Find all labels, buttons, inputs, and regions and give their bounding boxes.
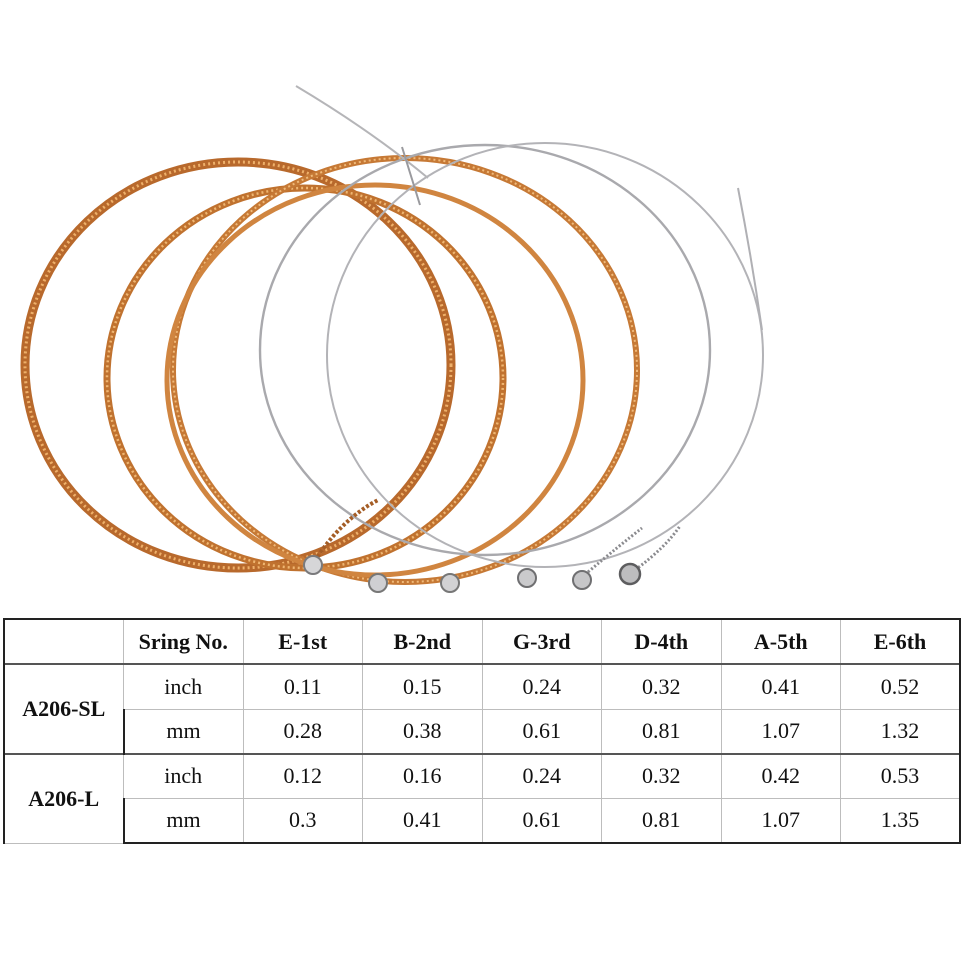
header-cell: E-6th: [840, 617, 961, 665]
header-cell: A-5th: [720, 617, 841, 665]
value-cell: 0.24: [481, 663, 602, 710]
string-spec-table: Sring No. E-1st B-2nd G-3rd D-4th A-5th …: [3, 617, 961, 844]
string-end-right: [737, 187, 763, 331]
value-cell: 0.81: [601, 797, 722, 844]
header-cell: D-4th: [601, 617, 722, 665]
value-cell: 0.28: [242, 708, 363, 755]
value-cell: 0.16: [362, 752, 483, 799]
header-cell: G-3rd: [481, 617, 602, 665]
value-cell: 1.07: [720, 708, 841, 755]
value-cell: 0.32: [601, 663, 722, 710]
model-name: A206-L: [3, 752, 124, 844]
value-cell: 1.35: [840, 797, 961, 844]
value-cell: 1.32: [840, 708, 961, 755]
header-empty-cell: [3, 617, 124, 665]
ball-end-1: [303, 555, 323, 575]
string-end-top: [295, 85, 429, 179]
header-cell: E-1st: [242, 617, 363, 665]
unit-cell: inch: [123, 752, 244, 799]
ball-end-4: [517, 568, 537, 588]
header-cell: Sring No.: [123, 617, 244, 665]
ball-end-5: [572, 570, 592, 590]
value-cell: 0.61: [481, 708, 602, 755]
value-cell: 0.41: [362, 797, 483, 844]
string-coil-e1: [326, 142, 764, 568]
value-cell: 0.52: [840, 663, 961, 710]
value-cell: 0.41: [720, 663, 841, 710]
value-cell: 0.61: [481, 797, 602, 844]
table-header-row: Sring No. E-1st B-2nd G-3rd D-4th A-5th …: [3, 617, 961, 665]
value-cell: 0.53: [840, 752, 961, 799]
string-coil-a5-highlight: [105, 186, 505, 570]
ball-ends: [303, 555, 642, 593]
ball-end-3: [440, 573, 460, 593]
table-row: mm 0.28 0.38 0.61 0.81 1.07 1.32: [4, 708, 961, 755]
table-row: A206-L inch 0.12 0.16 0.24 0.32 0.42 0.5…: [3, 752, 961, 844]
value-cell: 0.15: [362, 663, 483, 710]
value-cell: 0.32: [601, 752, 722, 799]
value-cell: 0.38: [362, 708, 483, 755]
string-coil-e6-highlight: [23, 160, 453, 570]
unit-cell: mm: [122, 797, 244, 844]
value-cell: 0.3: [242, 797, 363, 844]
model-name: A206-SL: [3, 663, 124, 755]
value-cell: 0.81: [601, 708, 722, 755]
value-cell: 0.24: [481, 752, 602, 799]
string-twist-3: [634, 525, 682, 572]
value-cell: 1.07: [720, 797, 841, 844]
string-coil-b2: [258, 143, 712, 557]
string-end-top-2: [401, 146, 421, 206]
unit-cell: inch: [123, 663, 244, 710]
value-cell: 0.11: [242, 663, 363, 710]
value-cell: 0.42: [720, 752, 841, 799]
unit-cell: mm: [122, 708, 244, 755]
guitar-strings-photo: [20, 85, 764, 593]
string-twist-2: [587, 526, 643, 574]
header-cell: B-2nd: [362, 617, 483, 665]
table-row: A206-SL inch 0.11 0.15 0.24 0.32 0.41 0.…: [3, 663, 961, 755]
table-row: mm 0.3 0.41 0.61 0.81 1.07 1.35: [4, 797, 961, 844]
ball-end-6: [618, 562, 642, 586]
ball-end-2: [368, 573, 388, 593]
value-cell: 0.12: [242, 752, 363, 799]
